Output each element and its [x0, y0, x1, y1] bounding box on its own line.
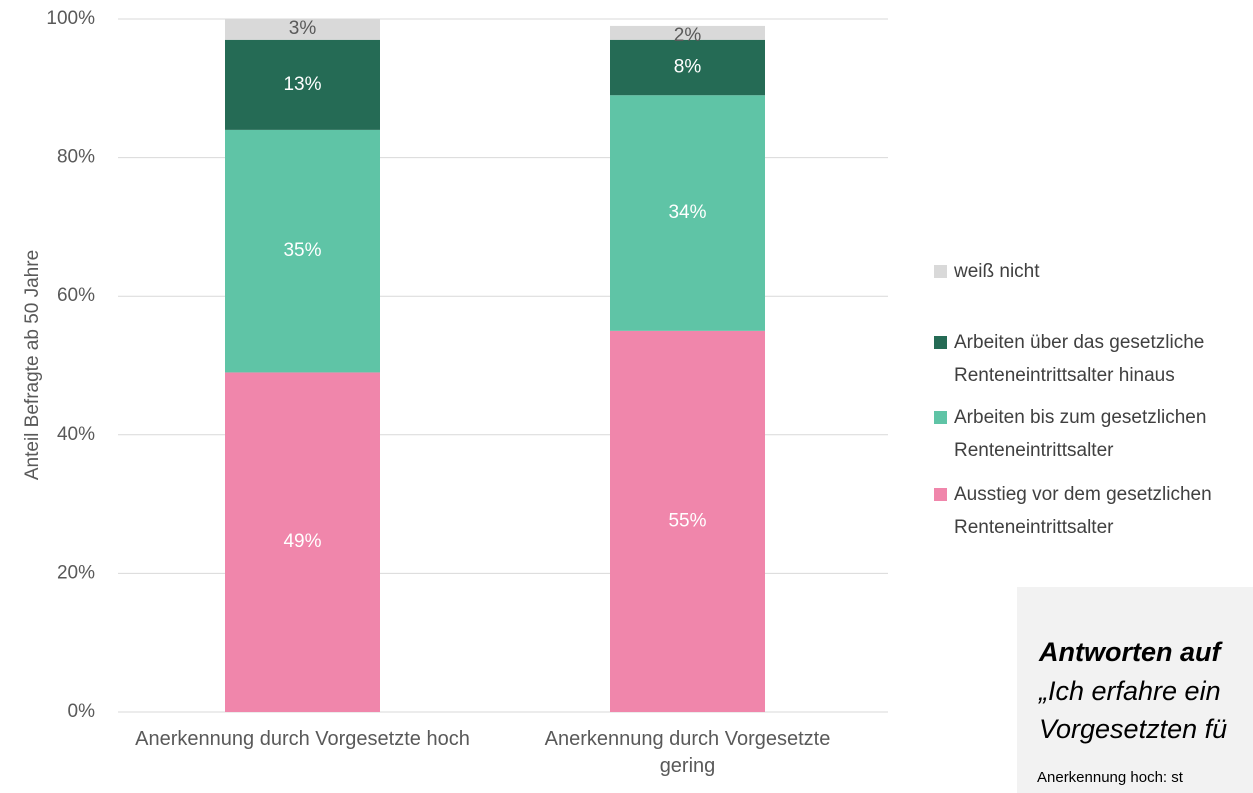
x-tick-label: Anerkennung durch Vorgesetzte hoch	[135, 728, 470, 750]
legend-label: Arbeiten bis zum gesetzlichen Renteneint…	[954, 407, 1207, 461]
data-label: 49%	[283, 531, 321, 552]
data-label: 35%	[283, 240, 321, 261]
y-tick-label: 60%	[57, 285, 95, 306]
y-tick-label: 0%	[68, 701, 96, 722]
y-tick-label: 100%	[46, 8, 95, 29]
y-axis-label: Anteil Befragte ab 50 Jahre	[22, 250, 43, 480]
bar-segment	[610, 330, 765, 712]
data-label: 2%	[674, 25, 702, 46]
annotation-note: Anerkennung hoch: st	[1037, 769, 1183, 786]
legend-swatch	[934, 411, 947, 424]
x-tick-label: Anerkennung durch Vorgesetzte gering	[544, 728, 831, 777]
data-label: 55%	[668, 510, 706, 531]
data-label: 13%	[283, 74, 321, 95]
y-tick-label: 40%	[57, 424, 95, 445]
legend-swatch	[934, 336, 947, 349]
annotation-line: „Ich erfahre ein	[1039, 676, 1221, 706]
annotation-line: Vorgesetzten fü	[1039, 714, 1228, 744]
legend-item: Arbeiten bis zum gesetzlichen Renteneint…	[934, 401, 1253, 467]
bar-segment	[225, 372, 380, 712]
annotation-title: Antworten auf	[1039, 637, 1221, 667]
bar-segment	[610, 25, 765, 40]
annotation-box: Antworten auf „Ich erfahre ein Vorgesetz…	[1017, 587, 1253, 793]
legend-item: weiß nicht	[934, 255, 1253, 288]
bar-segment	[225, 129, 380, 373]
data-label: 34%	[668, 202, 706, 223]
legend-item: Arbeiten über das gesetzliche Renteneint…	[934, 326, 1253, 392]
bar-segment	[610, 95, 765, 331]
bar-segment	[225, 19, 380, 40]
data-label: 8%	[674, 57, 702, 78]
bar-segment	[610, 39, 765, 96]
data-label: 3%	[289, 18, 317, 39]
legend-label: Arbeiten über das gesetzliche Renteneint…	[954, 332, 1205, 386]
legend-swatch	[934, 488, 947, 501]
legend-item: Ausstieg vor dem gesetzlichen Renteneint…	[934, 478, 1253, 544]
y-tick-label: 20%	[57, 562, 95, 583]
legend-label: weiß nicht	[954, 261, 1040, 282]
legend-swatch	[934, 265, 947, 278]
y-tick-label: 80%	[57, 147, 95, 168]
bar-segment	[225, 39, 380, 130]
legend-label: Ausstieg vor dem gesetzlichen Renteneint…	[954, 484, 1212, 538]
